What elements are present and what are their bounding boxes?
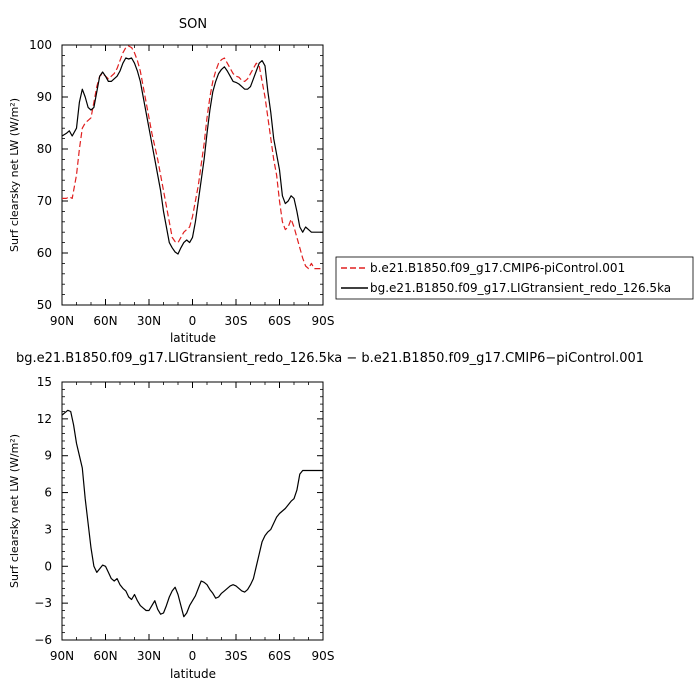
y-tick-label: 9	[44, 449, 52, 463]
x-tick-label: 0	[189, 649, 197, 663]
x-tick-label: 0	[189, 314, 197, 328]
legend: b.e21.B1850.f09_g17.CMIP6-piControl.001 …	[335, 256, 694, 300]
top-y-axis-label: Surf clearsky net LW (W/m²)	[8, 98, 21, 252]
top-x-axis: 90N 60N 30N 0 30S 60S 90S	[50, 45, 335, 328]
x-tick-label: 90N	[50, 314, 74, 328]
y-tick-label: 100	[29, 38, 52, 52]
y-tick-label: 60	[37, 246, 52, 260]
y-tick-label: 12	[37, 412, 52, 426]
bottom-x-axis: 90N 60N 30N 0 30S 60S 90S	[50, 382, 335, 663]
bottom-panel: bg.e21.B1850.f09_g17.LIGtransient_redo_1…	[8, 351, 644, 681]
x-tick-label: 90S	[312, 314, 335, 328]
bottom-x-axis-label: latitude	[170, 667, 216, 681]
legend-label-series-2: bg.e21.B1850.f09_g17.LIGtransient_redo_1…	[370, 281, 671, 295]
x-tick-label: 30S	[225, 314, 248, 328]
x-tick-label: 60N	[93, 314, 117, 328]
y-tick-label: 3	[44, 522, 52, 536]
y-tick-label: 15	[37, 375, 52, 389]
top-x-axis-label: latitude	[170, 331, 216, 345]
x-tick-label: 60S	[268, 649, 291, 663]
x-tick-label: 60N	[93, 649, 117, 663]
bottom-y-axis: −6 −3 0 3 6 9 12 15	[34, 375, 323, 647]
y-tick-label: 80	[37, 142, 52, 156]
x-tick-label: 30S	[225, 649, 248, 663]
y-tick-label: 90	[37, 90, 52, 104]
top-panel: SON 50 60 70 80 90 100 90N 60N 30N 0 30S 60S 90S la…	[8, 17, 334, 345]
x-tick-label: 90N	[50, 649, 74, 663]
x-tick-label: 30N	[137, 314, 161, 328]
bottom-y-axis-label: Surf clearsky net LW (W/m²)	[8, 434, 21, 588]
x-tick-label: 30N	[137, 649, 161, 663]
top-chart-title: SON	[179, 17, 207, 32]
legend-box	[335, 256, 694, 300]
y-tick-label: 6	[44, 486, 52, 500]
top-series-group	[61, 45, 323, 270]
series-line-1	[62, 45, 323, 270]
y-tick-label: −3	[34, 596, 52, 610]
bottom-series-group	[61, 409, 323, 618]
x-tick-label: 60S	[268, 314, 291, 328]
series-line-1	[61, 409, 323, 618]
top-y-axis: 50 60 70 80 90 100	[29, 38, 323, 312]
y-tick-label: 50	[37, 298, 52, 312]
legend-label-series-1: b.e21.B1850.f09_g17.CMIP6-piControl.001	[370, 261, 625, 275]
y-tick-label: 0	[44, 559, 52, 573]
x-tick-label: 90S	[312, 649, 335, 663]
series-line-2	[61, 57, 323, 255]
y-tick-label: 70	[37, 194, 52, 208]
y-tick-label: −6	[34, 633, 52, 647]
top-plot-frame	[61, 44, 324, 306]
bottom-chart-title: bg.e21.B1850.f09_g17.LIGtransient_redo_1…	[16, 351, 644, 366]
